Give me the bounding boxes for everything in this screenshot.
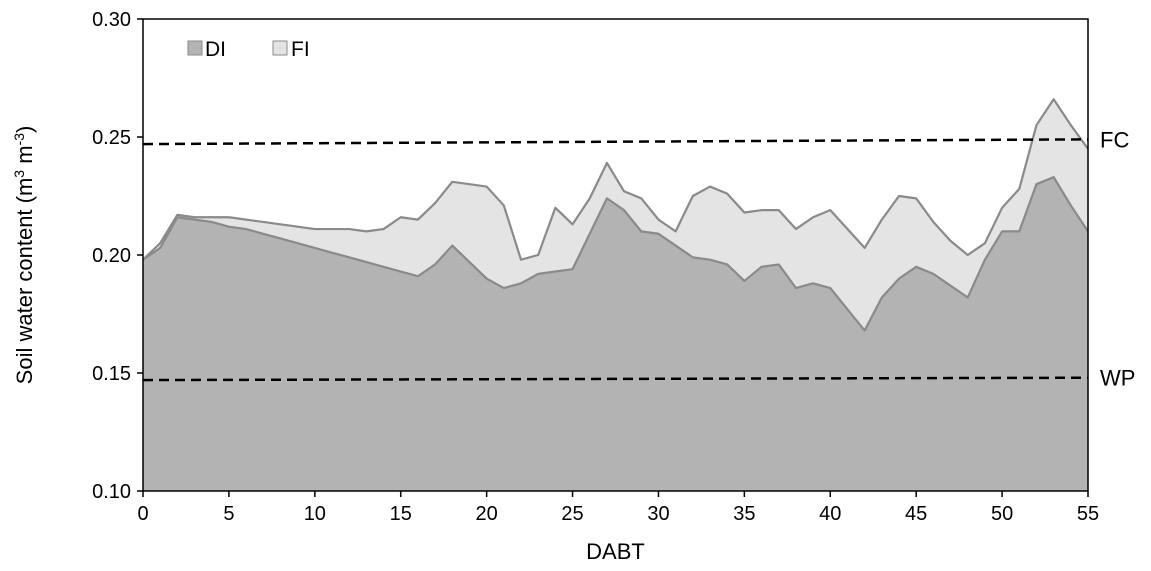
line-di [142,176,1089,332]
x-tick-label: 35 [733,503,755,525]
legend-label-fi: FI [291,38,310,61]
ref-line-fc [142,138,1089,146]
ref-label-wp: WP [1100,366,1135,391]
ref-label-fc: FC [1100,127,1129,152]
x-tick-label: 30 [647,503,669,525]
y-axis-title-sup2: -3 [11,133,27,146]
x-tick-label: 55 [1077,503,1099,525]
y-tick-label: 0.25 [92,127,131,149]
legend: DI FI [187,38,310,61]
y-axis-title-sup1: 3 [11,170,27,178]
y-tick-label: 0.15 [92,363,131,385]
legend-label-di: DI [205,38,226,61]
x-axis-title: DABT [586,539,645,564]
y-tick-label: 0.30 [92,9,131,31]
area-di [143,177,1088,491]
y-axis-title-mid: m [12,145,37,169]
x-tick-label: 5 [223,503,234,525]
x-tick-label: 40 [819,503,841,525]
y-tick-label: 0.20 [92,245,131,267]
y-tick-label: 0.10 [92,481,131,503]
x-axis-ticks: 0 5 10 15 20 25 30 35 40 45 50 55 [137,491,1099,525]
x-tick-label: 15 [390,503,412,525]
legend-swatch-di [187,40,203,56]
x-tick-label: 45 [905,503,927,525]
x-tick-label: 50 [991,503,1013,525]
y-axis-title: Soil water content (m3 m-3) [11,126,37,385]
line-fi [142,98,1089,261]
legend-swatch-fi [272,40,288,56]
reference-lines-group: FC WP [142,127,1135,391]
ref-line-wp [142,376,1089,382]
y-axis-title-end: ) [12,126,37,133]
x-tick-label: 25 [561,503,583,525]
area-series-group [142,98,1089,492]
x-tick-label: 10 [304,503,326,525]
y-axis-ticks: 0.10 0.15 0.20 0.25 0.30 [92,9,143,503]
x-tick-label: 20 [476,503,498,525]
x-tick-label: 0 [137,503,148,525]
y-axis-title-base: Soil water content (m [12,178,37,385]
